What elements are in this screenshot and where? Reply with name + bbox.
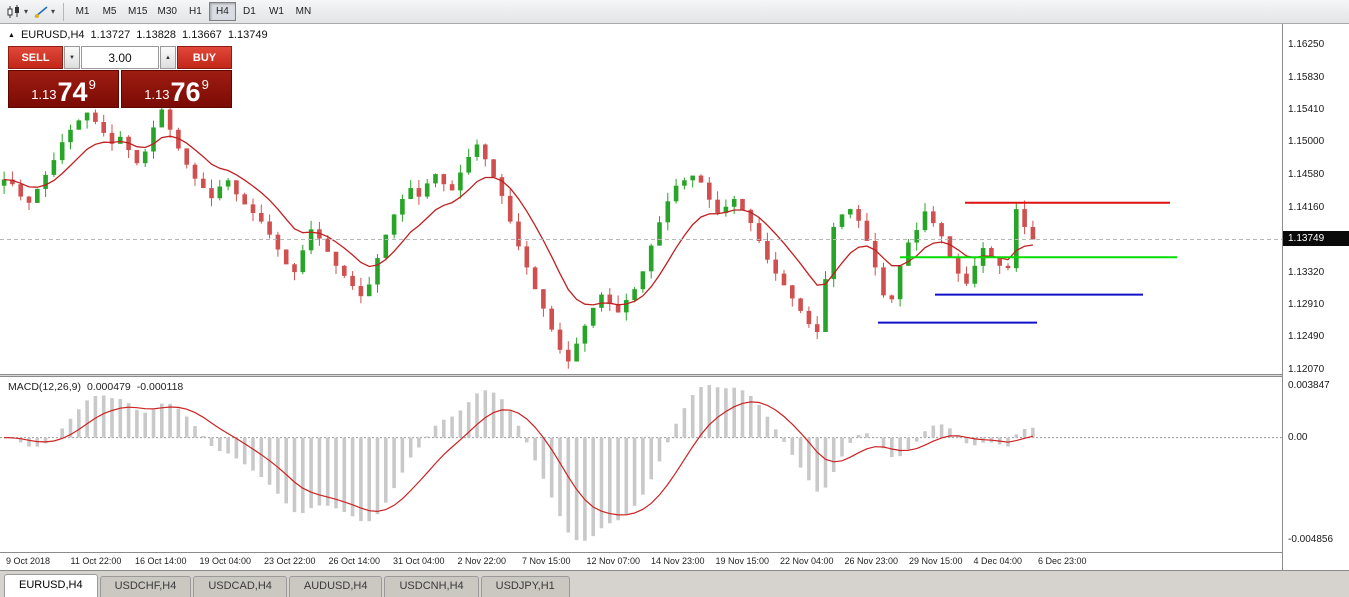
trade-controls-row: SELL ▼ ▲ BUY xyxy=(8,46,232,69)
volume-input[interactable] xyxy=(81,46,159,69)
chart-tabs-bar: EURUSD,H4 USDCHF,H4 USDCAD,H4 AUDUSD,H4 … xyxy=(0,570,1349,597)
toolbar: ▾ ▾ M1 M5 M15 M30 H1 H4 D1 W1 MN xyxy=(0,0,1349,24)
time-axis-label: 19 Oct 04:00 xyxy=(199,556,252,566)
price-chart-canvas xyxy=(0,101,1282,369)
price-tick-label: 1.15830 xyxy=(1288,71,1325,83)
open-value: 1.13727 xyxy=(90,29,131,41)
tab-usdjpy-h1[interactable]: USDJPY,H1 xyxy=(480,576,570,597)
timeframe-d1-button[interactable]: D1 xyxy=(236,2,263,21)
macd-canvas xyxy=(0,385,1282,541)
symbol-label: EURUSD,H4 xyxy=(20,29,85,41)
chart-workspace: ▲ EURUSD,H4 1.13727 1.13828 1.13667 1.13… xyxy=(0,24,1349,570)
timeframe-h1-button[interactable]: H1 xyxy=(182,2,209,21)
time-axis-label: 12 Nov 07:00 xyxy=(586,556,641,566)
current-price-tag: 1.13749 xyxy=(1283,231,1349,247)
price-chart[interactable]: ▲ EURUSD,H4 1.13727 1.13828 1.13667 1.13… xyxy=(0,24,1282,374)
buy-price-box[interactable]: 1.13 76 9 xyxy=(121,70,232,108)
sell-price-point: 9 xyxy=(88,77,96,92)
time-axis[interactable]: 9 Oct 2018 11 Oct 22:00 16 Oct 14:00 19 Oct… xyxy=(0,552,1282,570)
time-axis-label: 11 Oct 22:00 xyxy=(70,556,122,566)
time-axis-label: 23 Oct 22:00 xyxy=(264,556,316,566)
volume-increase-button[interactable]: ▲ xyxy=(160,46,176,69)
price-tick-label: 1.12490 xyxy=(1288,331,1325,343)
volume-decrease-button[interactable]: ▼ xyxy=(64,46,80,69)
timeframe-m1-button[interactable]: M1 xyxy=(69,2,96,21)
timeframe-h4-button[interactable]: H4 xyxy=(208,2,236,21)
price-tick-label: 1.16250 xyxy=(1288,38,1325,50)
sell-button[interactable]: SELL xyxy=(8,46,63,69)
buy-price-point: 9 xyxy=(201,77,209,92)
trade-prices-row: 1.13 74 9 1.13 76 9 xyxy=(8,70,232,108)
close-value: 1.13749 xyxy=(227,29,268,41)
price-tick-label: 1.15410 xyxy=(1288,104,1325,116)
price-tick-label: 1.12070 xyxy=(1288,364,1325,376)
time-axis-label: 14 Nov 23:00 xyxy=(651,556,705,566)
price-tick-label: 1.14580 xyxy=(1288,168,1325,180)
high-value: 1.13828 xyxy=(136,29,177,41)
macd-header: MACD(12,26,9) 0.000479 -0.000118 xyxy=(8,381,183,393)
macd-value-signal: -0.000118 xyxy=(136,381,184,393)
chart-type-dropdown-caret[interactable]: ▾ xyxy=(24,7,29,16)
symbol-marker-icon: ▲ xyxy=(8,31,15,39)
buy-price-pips: 76 xyxy=(170,77,201,108)
buy-button[interactable]: BUY xyxy=(177,46,232,69)
macd-scale-zero-label: 0.00 xyxy=(1288,431,1308,443)
time-axis-label: 22 Nov 04:00 xyxy=(780,556,834,566)
tab-audusd-h4[interactable]: AUDUSD,H4 xyxy=(288,576,383,597)
price-tick-label: 1.13320 xyxy=(1288,266,1325,278)
chart-panes: ▲ EURUSD,H4 1.13727 1.13828 1.13667 1.13… xyxy=(0,24,1282,570)
time-axis-label: 26 Oct 14:00 xyxy=(328,556,381,566)
timeframe-mn-button[interactable]: MN xyxy=(290,2,317,21)
macd-scale-bottom-label: -0.004856 xyxy=(1288,533,1334,545)
crosshair-glyph xyxy=(34,5,48,18)
time-axis-label: 9 Oct 2018 xyxy=(6,556,51,566)
sell-price-box[interactable]: 1.13 74 9 xyxy=(8,70,119,108)
chart-ohlc-header: ▲ EURUSD,H4 1.13727 1.13828 1.13667 1.13… xyxy=(8,29,268,41)
time-axis-label: 7 Nov 15:00 xyxy=(522,556,571,566)
time-axis-label: 6 Dec 23:00 xyxy=(1038,556,1087,566)
macd-title: MACD(12,26,9) xyxy=(8,381,81,393)
macd-value-main: 0.000479 xyxy=(86,381,131,393)
time-axis-label: 16 Oct 14:00 xyxy=(135,556,187,566)
chart-type-icon[interactable] xyxy=(5,3,23,21)
candlestick-glyph xyxy=(7,4,19,18)
tab-usdchf-h4[interactable]: USDCHF,H4 xyxy=(99,576,192,597)
price-tick-label: 1.14160 xyxy=(1288,201,1325,213)
price-scale[interactable]: 1.16250 1.15830 1.15410 1.15000 1.14580 1.141… xyxy=(1282,24,1349,570)
timeframe-m30-button[interactable]: M30 xyxy=(152,2,181,21)
price-tick-label: 1.12910 xyxy=(1288,298,1325,310)
price-tick-label: 1.15000 xyxy=(1288,136,1325,148)
macd-scale-top-label: 0.003847 xyxy=(1288,380,1330,392)
buy-price-prefix: 1.13 xyxy=(144,87,170,102)
time-axis-label: 29 Nov 15:00 xyxy=(909,556,963,566)
low-value: 1.13667 xyxy=(182,29,222,41)
time-axis-label: 26 Nov 23:00 xyxy=(844,556,899,566)
toolbar-separator xyxy=(63,2,65,21)
time-axis-label: 2 Nov 22:00 xyxy=(457,556,507,566)
tab-eurusd-h4[interactable]: EURUSD,H4 xyxy=(4,574,98,597)
time-axis-label: 31 Oct 04:00 xyxy=(393,556,445,566)
objects-icon[interactable] xyxy=(32,3,50,21)
macd-pane[interactable]: MACD(12,26,9) 0.000479 -0.000118 xyxy=(0,377,1282,552)
sell-price-prefix: 1.13 xyxy=(31,87,57,102)
objects-dropdown-caret[interactable]: ▾ xyxy=(51,7,56,16)
timeframe-m5-button[interactable]: M5 xyxy=(96,2,123,21)
timeframe-m15-button[interactable]: M15 xyxy=(123,2,152,21)
timeframe-w1-button[interactable]: W1 xyxy=(263,2,290,21)
tab-usdcnh-h4[interactable]: USDCNH,H4 xyxy=(384,576,479,597)
tab-usdcad-h4[interactable]: USDCAD,H4 xyxy=(193,576,287,597)
one-click-trading-panel: SELL ▼ ▲ BUY 1.13 74 9 1.13 xyxy=(8,46,232,108)
time-axis-label: 4 Dec 04:00 xyxy=(973,556,1023,566)
pane-divider[interactable] xyxy=(0,374,1282,377)
sell-price-pips: 74 xyxy=(57,77,88,108)
time-axis-label: 19 Nov 15:00 xyxy=(715,556,770,566)
